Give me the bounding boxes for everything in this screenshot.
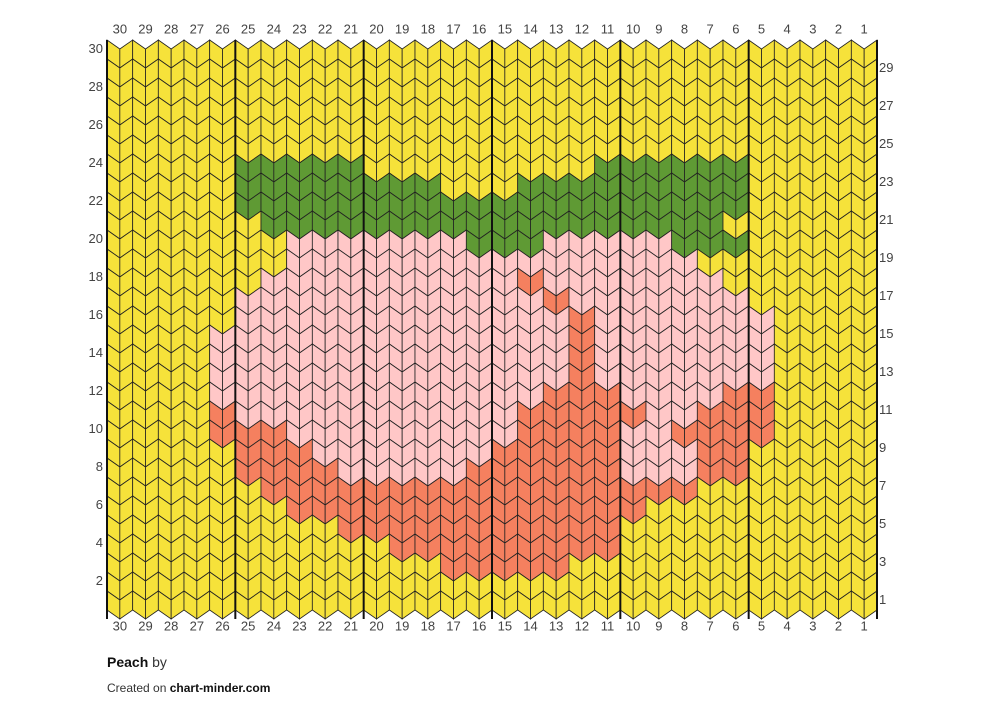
column-label-bottom: 16 [472, 618, 486, 633]
column-label-bottom: 27 [190, 618, 204, 633]
column-label-top: 4 [784, 21, 791, 36]
column-label-bottom: 24 [267, 618, 281, 633]
column-label-bottom: 12 [575, 618, 589, 633]
column-label-bottom: 5 [758, 618, 765, 633]
row-label-left: 16 [89, 307, 103, 322]
column-label-bottom: 18 [421, 618, 435, 633]
column-label-bottom: 20 [369, 618, 383, 633]
column-label-top: 15 [498, 21, 512, 36]
column-label-bottom: 17 [446, 618, 460, 633]
column-label-bottom: 30 [113, 618, 127, 633]
row-label-right: 7 [879, 478, 886, 493]
column-label-bottom: 3 [809, 618, 816, 633]
column-label-top: 12 [575, 21, 589, 36]
row-label-right: 1 [879, 592, 886, 607]
column-label-bottom: 19 [395, 618, 409, 633]
knitting-chart: 3030292928282727262625252424232322222121… [89, 21, 894, 633]
column-label-bottom: 6 [732, 618, 739, 633]
column-label-top: 10 [626, 21, 640, 36]
column-label-top: 16 [472, 21, 486, 36]
row-label-right: 21 [879, 212, 893, 227]
column-label-bottom: 13 [549, 618, 563, 633]
site-link[interactable]: chart-minder.com [169, 681, 271, 695]
column-label-bottom: 2 [835, 618, 842, 633]
row-label-left: 26 [89, 117, 103, 132]
column-label-bottom: 4 [784, 618, 791, 633]
row-label-left: 18 [89, 269, 103, 284]
row-label-right: 27 [879, 98, 893, 113]
column-label-top: 8 [681, 21, 688, 36]
row-label-right: 17 [879, 288, 893, 303]
row-label-right: 9 [879, 440, 886, 455]
row-label-right: 25 [879, 136, 893, 151]
column-label-top: 27 [190, 21, 204, 36]
column-label-top: 23 [292, 21, 306, 36]
column-label-bottom: 14 [523, 618, 537, 633]
column-label-bottom: 23 [292, 618, 306, 633]
column-label-top: 19 [395, 21, 409, 36]
column-label-top: 18 [421, 21, 435, 36]
column-label-top: 29 [138, 21, 152, 36]
row-label-left: 2 [96, 573, 103, 588]
column-label-top: 28 [164, 21, 178, 36]
column-label-bottom: 9 [655, 618, 662, 633]
row-label-right: 23 [879, 174, 893, 189]
row-label-left: 12 [89, 383, 103, 398]
row-label-left: 8 [96, 459, 103, 474]
column-label-top: 24 [267, 21, 281, 36]
by: by [152, 654, 167, 670]
column-label-bottom: 26 [215, 618, 229, 633]
row-label-right: 29 [879, 60, 893, 75]
column-label-top: 14 [523, 21, 537, 36]
row-label-left: 30 [89, 41, 103, 56]
column-label-bottom: 28 [164, 618, 178, 633]
column-label-bottom: 10 [626, 618, 640, 633]
row-label-right: 11 [879, 402, 893, 417]
row-label-left: 22 [89, 193, 103, 208]
row-label-left: 24 [89, 155, 103, 170]
column-label-bottom: 22 [318, 618, 332, 633]
row-label-left: 14 [89, 345, 103, 360]
column-label-top: 22 [318, 21, 332, 36]
column-label-bottom: 15 [498, 618, 512, 633]
column-label-top: 17 [446, 21, 460, 36]
column-label-top: 26 [215, 21, 229, 36]
column-label-top: 25 [241, 21, 255, 36]
column-label-bottom: 1 [861, 618, 868, 633]
column-label-bottom: 21 [344, 618, 358, 633]
row-label-right: 19 [879, 250, 893, 265]
column-label-top: 30 [113, 21, 127, 36]
row-label-right: 13 [879, 364, 893, 379]
column-label-top: 13 [549, 21, 563, 36]
row-label-left: 28 [89, 79, 103, 94]
column-label-bottom: 8 [681, 618, 688, 633]
column-label-bottom: 25 [241, 618, 255, 633]
footer-title-line: Peach by [107, 654, 167, 670]
column-label-top: 11 [601, 21, 615, 36]
column-label-top: 1 [861, 21, 868, 36]
row-label-right: 5 [879, 516, 886, 531]
column-label-top: 6 [732, 21, 739, 36]
column-label-bottom: 7 [707, 618, 714, 633]
row-label-left: 4 [96, 535, 103, 550]
row-label-left: 20 [89, 231, 103, 246]
column-label-top: 2 [835, 21, 842, 36]
row-label-right: 3 [879, 554, 886, 569]
column-label-bottom: 11 [601, 618, 615, 633]
row-label-left: 10 [89, 421, 103, 436]
column-label-top: 21 [344, 21, 358, 36]
row-label-right: 15 [879, 326, 893, 341]
footer-credit: Created on chart-minder.com [107, 681, 270, 695]
column-label-bottom: 29 [138, 618, 152, 633]
column-label-top: 7 [707, 21, 714, 36]
column-label-top: 5 [758, 21, 765, 36]
pattern-title: Peach [107, 654, 149, 670]
created-on: Created on [107, 681, 167, 695]
column-label-top: 3 [809, 21, 816, 36]
column-label-top: 20 [369, 21, 383, 36]
row-label-left: 6 [96, 497, 103, 512]
column-label-top: 9 [655, 21, 662, 36]
